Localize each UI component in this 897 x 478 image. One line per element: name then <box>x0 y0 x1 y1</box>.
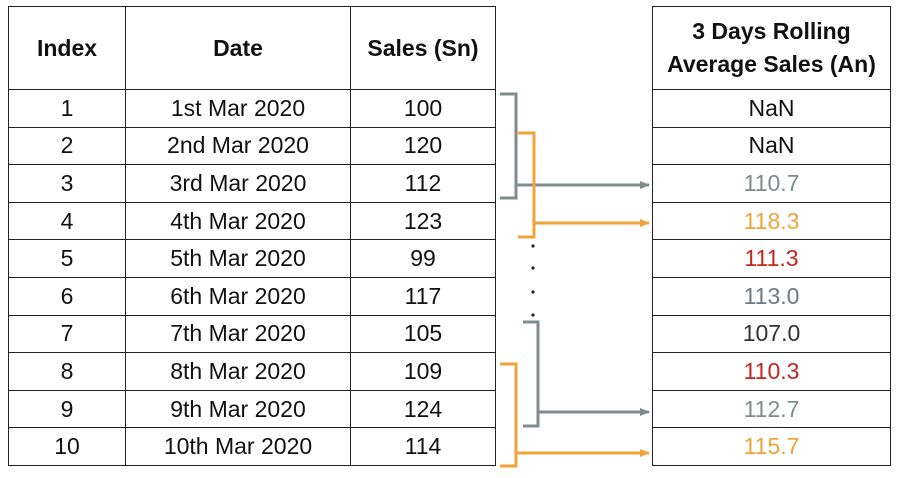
ellipsis-dot <box>531 244 534 247</box>
window-bracket-rows-7-9 <box>523 322 538 426</box>
ellipsis-dot <box>531 266 534 269</box>
window-bracket-rows-1-3 <box>500 94 516 198</box>
window-bracket-rows-8-10 <box>500 364 516 466</box>
ellipsis-dot <box>531 290 534 293</box>
ellipsis-dot <box>531 313 534 316</box>
